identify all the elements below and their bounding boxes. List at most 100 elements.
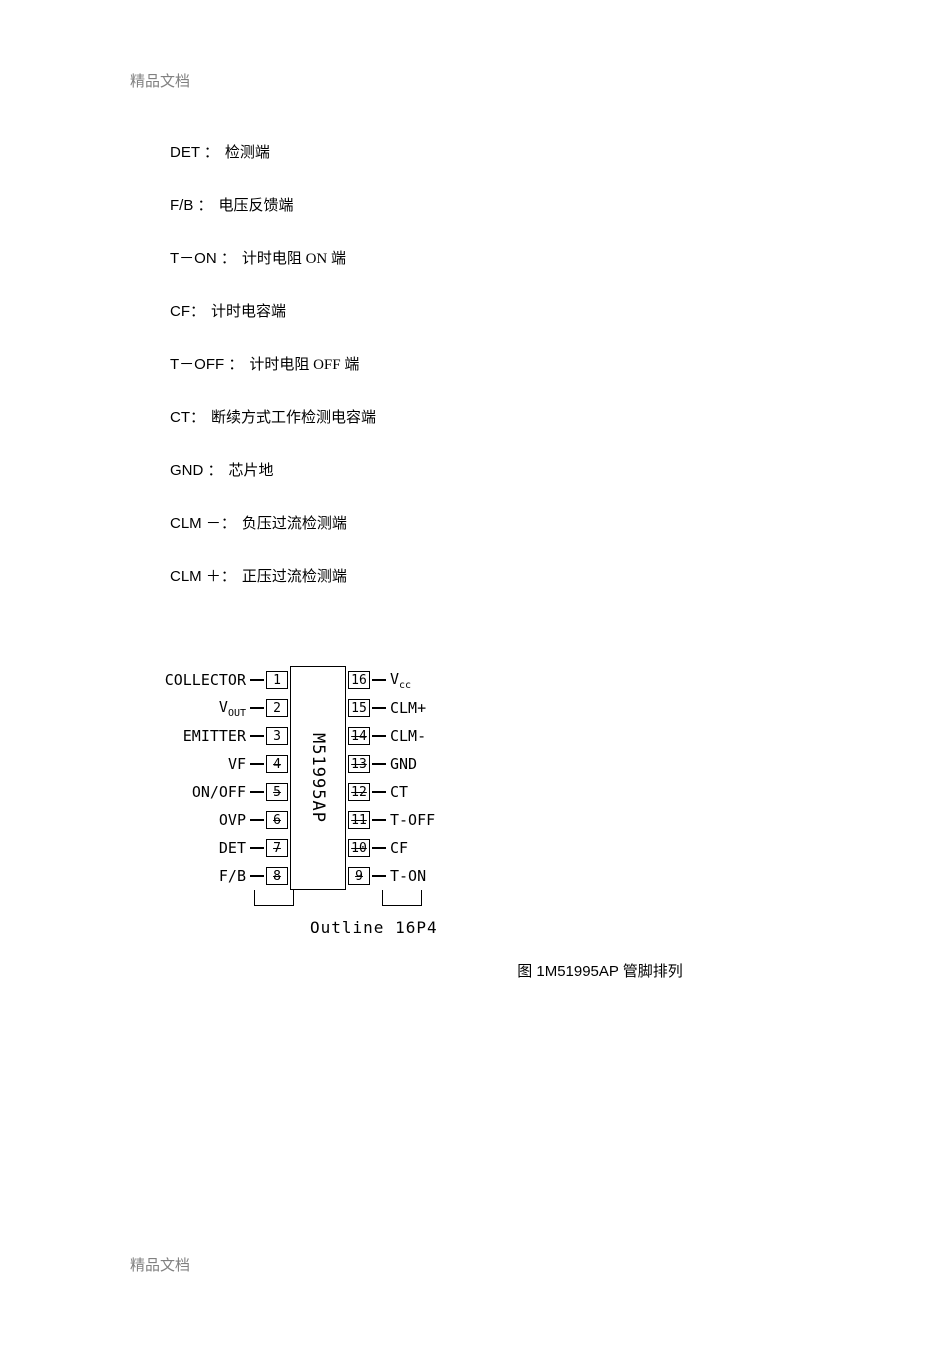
def-term: T－ON ： (170, 250, 236, 267)
chip-name: M51995AP (308, 733, 328, 823)
chip-body: M51995AP (290, 666, 346, 890)
pin-number: 5 (266, 783, 288, 801)
def-term: CLM －： (170, 515, 236, 532)
pin-number: 8 (266, 867, 288, 885)
pin-label: VF (160, 755, 250, 773)
def-desc: 正压过流检测端 (242, 569, 347, 585)
pin-line (372, 735, 386, 737)
pin-label: CLM- (386, 727, 456, 745)
pin-number: 14 (348, 727, 370, 745)
left-pins: COLLECTOR 1 VOUT 2 EMITTER 3 VF (160, 666, 290, 890)
notch-right (382, 890, 422, 906)
pin-label-sub: cc (399, 680, 411, 691)
notch-left (254, 890, 294, 906)
pin-row: 13 GND (346, 750, 456, 778)
def-term: F/B ： (170, 197, 213, 214)
pin-line (372, 875, 386, 877)
pin-number: 6 (266, 811, 288, 829)
pin-number: 12 (348, 783, 370, 801)
pin-line (250, 707, 264, 709)
pin-line (250, 763, 264, 765)
def-row: F/B ： 电压反馈端 (170, 194, 820, 215)
def-row: GND ： 芯片地 (170, 459, 820, 480)
pin-row: 16 Vcc (346, 666, 456, 694)
pin-line (250, 735, 264, 737)
bottom-notches (254, 890, 456, 906)
pin-number: 16 (348, 671, 370, 689)
pin-label: T-OFF (386, 811, 456, 829)
pin-label: CLM+ (386, 699, 456, 717)
pin-row: 15 CLM+ (346, 694, 456, 722)
pin-line (372, 763, 386, 765)
pin-label-text: V (390, 670, 399, 688)
pin-row: ON/OFF 5 (160, 778, 290, 806)
pin-number: 2 (266, 699, 288, 717)
pin-row: EMITTER 3 (160, 722, 290, 750)
right-pins: 16 Vcc 15 CLM+ 14 CLM- 13 GND (346, 666, 456, 890)
pin-row: 9 T-ON (346, 862, 456, 890)
figure-caption: 图 1M51995AP 管脚排列 (380, 960, 820, 981)
pin-line (250, 791, 264, 793)
pin-label: DET (160, 839, 250, 857)
def-desc: 负压过流检测端 (242, 516, 347, 532)
page-header: 精品文档 (130, 70, 820, 91)
def-term: CF： (170, 303, 205, 320)
def-term: CLM ＋： (170, 568, 236, 585)
pin-label: CT (386, 783, 456, 801)
pin-number: 7 (266, 839, 288, 857)
pin-line (372, 819, 386, 821)
def-desc: 芯片地 (229, 463, 274, 479)
pin-line (372, 791, 386, 793)
pin-line (372, 847, 386, 849)
pin-number: 15 (348, 699, 370, 717)
pin-label: T-ON (386, 867, 456, 885)
pin-label: F/B (160, 867, 250, 885)
page-footer: 精品文档 (130, 1254, 190, 1275)
pin-number: 3 (266, 727, 288, 745)
pin-row: 11 T-OFF (346, 806, 456, 834)
def-term: GND ： (170, 462, 223, 479)
pin-label: COLLECTOR (160, 671, 250, 689)
pin-label: EMITTER (160, 727, 250, 745)
pin-line (372, 707, 386, 709)
pin-number: 11 (348, 811, 370, 829)
def-desc: 断续方式工作检测电容端 (211, 410, 376, 426)
def-row: T－ON ： 计时电阻 ON 端 (170, 247, 820, 268)
pin-row: OVP 6 (160, 806, 290, 834)
pin-row: VF 4 (160, 750, 290, 778)
definitions-list: DET ： 检测端 F/B ： 电压反馈端 T－ON ： 计时电阻 ON 端 CF： 计… (170, 141, 820, 586)
pin-label: GND (386, 755, 456, 773)
def-row: DET ： 检测端 (170, 141, 820, 162)
def-desc: 电压反馈端 (219, 198, 294, 214)
def-term: DET ： (170, 144, 219, 161)
pin-row: VOUT 2 (160, 694, 290, 722)
def-row: T－OFF ：计时电阻 OFF 端 (170, 353, 820, 374)
pin-row: DET 7 (160, 834, 290, 862)
def-row: CT： 断续方式工作检测电容端 (170, 406, 820, 427)
pin-line (250, 679, 264, 681)
pin-line (372, 679, 386, 681)
pinout-diagram: COLLECTOR 1 VOUT 2 EMITTER 3 VF (160, 666, 820, 981)
def-row: CLM ＋： 正压过流检测端 (170, 565, 820, 586)
pin-line (250, 875, 264, 877)
pin-row: COLLECTOR 1 (160, 666, 290, 694)
def-desc: 检测端 (225, 145, 270, 161)
outline-text: Outline 16P4 (310, 918, 456, 937)
def-desc: 计时电阻 ON 端 (242, 251, 346, 267)
pin-number: 13 (348, 755, 370, 773)
def-term: T－OFF ： (170, 356, 243, 373)
pin-row: 12 CT (346, 778, 456, 806)
pin-label: VOUT (160, 698, 250, 719)
pin-label: OVP (160, 811, 250, 829)
pin-row: F/B 8 (160, 862, 290, 890)
pin-label: CF (386, 839, 456, 857)
pin-label: Vcc (386, 670, 456, 691)
pin-row: 14 CLM- (346, 722, 456, 750)
def-term: CT： (170, 409, 205, 426)
pin-number: 9 (348, 867, 370, 885)
pin-label-sub: OUT (228, 708, 246, 719)
pin-number: 10 (348, 839, 370, 857)
def-row: CLM －： 负压过流检测端 (170, 512, 820, 533)
pin-number: 1 (266, 671, 288, 689)
pin-row: 10 CF (346, 834, 456, 862)
